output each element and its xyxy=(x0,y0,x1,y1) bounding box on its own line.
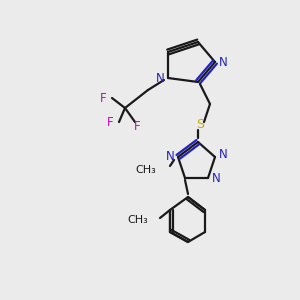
Text: N: N xyxy=(156,71,164,85)
Text: CH₃: CH₃ xyxy=(135,165,156,175)
Text: CH₃: CH₃ xyxy=(127,215,148,225)
Text: F: F xyxy=(100,92,106,104)
Text: N: N xyxy=(219,148,227,161)
Text: F: F xyxy=(107,116,113,128)
Text: F: F xyxy=(134,119,140,133)
Text: N: N xyxy=(212,172,220,184)
Text: S: S xyxy=(196,118,204,131)
Text: N: N xyxy=(219,56,227,68)
Text: N: N xyxy=(166,151,174,164)
